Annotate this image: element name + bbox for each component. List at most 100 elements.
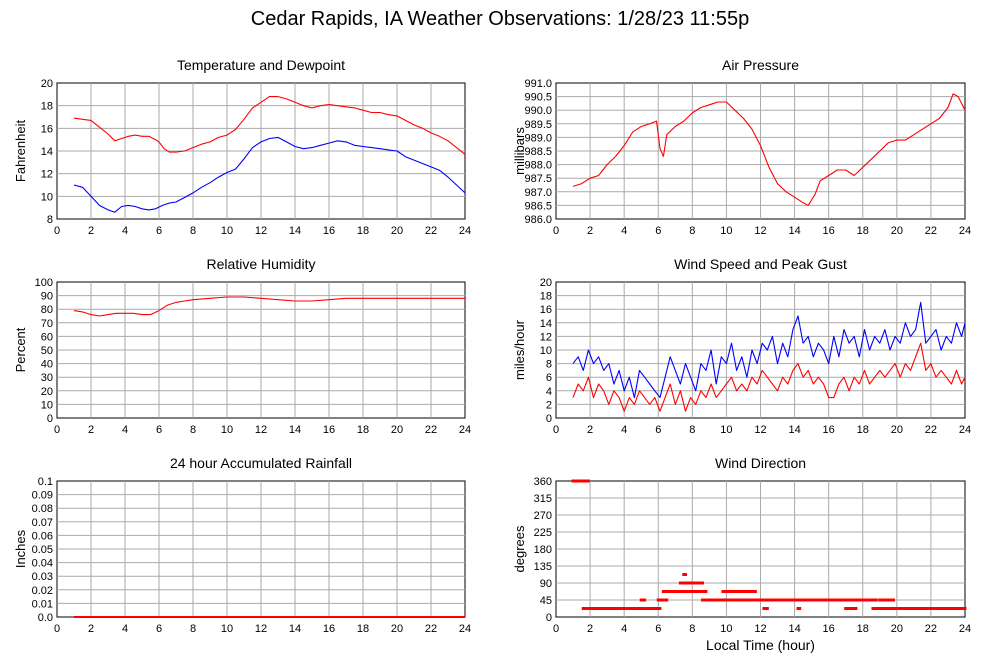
x-tick-label: 8 [689, 623, 695, 635]
y-tick-label: 10 [540, 345, 552, 357]
wind-direction-point [934, 607, 938, 610]
x-tick-label: 6 [655, 424, 661, 436]
wind-direction-point [743, 598, 747, 602]
wind-direction-point [668, 590, 672, 593]
wind-direction-point [593, 607, 597, 610]
x-tick-label: 6 [156, 623, 162, 635]
wind-direction-point [784, 598, 788, 602]
y-tick-label: 225 [534, 527, 552, 539]
wind-direction-point [661, 598, 665, 602]
x-tick-label: 16 [323, 623, 335, 635]
wind-direction-point [873, 598, 877, 602]
wind-direction-point [883, 598, 887, 602]
y-axis-label: Inches [13, 529, 28, 568]
y-tick-label: 90 [540, 578, 552, 590]
wind-direction-point [866, 598, 870, 602]
x-tick-label: 22 [425, 424, 437, 436]
panel-title: Air Pressure [722, 57, 799, 73]
wind-direction-point [745, 598, 749, 602]
wind-direction-point [958, 607, 962, 610]
wind-direction-point [801, 598, 805, 602]
x-tick-label: 0 [553, 623, 559, 635]
wind-direction-point [675, 590, 679, 593]
x-tick-label: 18 [857, 623, 869, 635]
x-tick-label: 2 [587, 225, 593, 237]
wind-direction-point [752, 590, 756, 593]
wind-direction-point [578, 479, 582, 483]
wind-direction-point [905, 607, 909, 610]
wind-direction-point [585, 479, 589, 483]
panel-title: Temperature and Dewpoint [177, 57, 345, 73]
x-tick-label: 4 [122, 424, 128, 436]
y-tick-label: 8 [47, 214, 53, 226]
wind-direction-point [835, 598, 839, 602]
wind-direction-point [740, 598, 744, 602]
wind-direction-point [619, 607, 623, 610]
wind-direction-point [888, 607, 892, 610]
wind-direction-point [844, 607, 848, 610]
y-tick-label: 8 [546, 359, 552, 371]
x-tick-label: 16 [823, 225, 835, 237]
wind-direction-point [733, 590, 737, 593]
x-tick-label: 20 [891, 225, 903, 237]
wind-direction-point [678, 590, 682, 593]
wind-direction-point [920, 607, 924, 610]
wind-direction-point [585, 607, 589, 610]
wind-direction-point [888, 598, 892, 602]
wind-direction-point [730, 598, 734, 602]
wind-direction-point [663, 590, 667, 593]
wind-direction-point [827, 598, 831, 602]
y-tick-label: 988.5 [524, 146, 552, 158]
wind-direction-point [643, 598, 647, 602]
wind-direction-point [793, 598, 797, 602]
wind-direction-point [929, 607, 933, 610]
wind-direction-point [881, 598, 885, 602]
wind-direction-point [701, 598, 705, 602]
x-tick-label: 14 [289, 225, 301, 237]
wind-direction-point [704, 590, 708, 593]
y-tick-label: 0.1 [38, 476, 53, 488]
x-tick-label: 16 [823, 424, 835, 436]
wind-direction-point [871, 598, 875, 602]
wind-direction-point [868, 598, 872, 602]
wind-direction-point [682, 573, 686, 576]
wind-direction-point [670, 590, 674, 593]
wind-direction-point [854, 598, 858, 602]
wind-direction-point [646, 607, 650, 610]
wind-direction-point [886, 598, 890, 602]
wind-direction-point [738, 598, 742, 602]
wind-direction-point [917, 607, 921, 610]
y-tick-label: 18 [41, 101, 53, 113]
wind-direction-point [890, 598, 894, 602]
wind-direction-point [748, 598, 752, 602]
x-tick-label: 14 [788, 424, 800, 436]
x-tick-label: 20 [391, 424, 403, 436]
x-tick-label: 8 [689, 424, 695, 436]
wind-direction-point [752, 598, 756, 602]
wind-direction-point [718, 598, 722, 602]
wind-direction-point [908, 607, 912, 610]
wind-direction-point [639, 607, 643, 610]
y-tick-label: 12 [540, 331, 552, 343]
wind-direction-point [805, 598, 809, 602]
x-tick-label: 2 [88, 623, 94, 635]
y-tick-label: 0.0 [38, 612, 53, 624]
wind-direction-point [885, 598, 889, 602]
wind-direction-point [781, 598, 785, 602]
wind-direction-point [879, 598, 883, 602]
wind-direction-point [767, 598, 771, 602]
wind-direction-point [796, 607, 800, 610]
wind-direction-point [701, 590, 705, 593]
wind-direction-point [895, 607, 899, 610]
wind-direction-point [701, 581, 705, 585]
wind-direction-point [813, 598, 817, 602]
wind-direction-point [571, 479, 575, 483]
x-tick-label: 20 [891, 623, 903, 635]
wind-direction-point [644, 607, 648, 610]
y-tick-label: 14 [540, 318, 552, 330]
x-tick-label: 8 [190, 225, 196, 237]
wind-direction-point [765, 607, 769, 610]
y-axis-label: millibars [512, 127, 527, 175]
wind-direction-point [851, 598, 855, 602]
